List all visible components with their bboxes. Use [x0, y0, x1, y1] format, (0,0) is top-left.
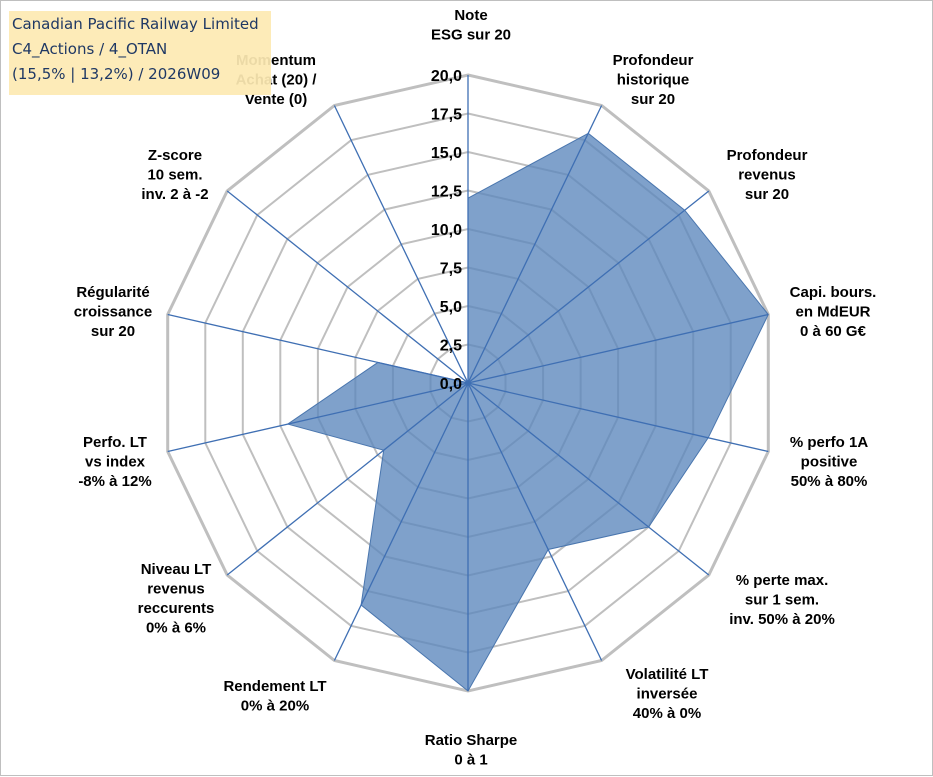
series-layer [286, 132, 769, 692]
category-label-line: revenus [738, 167, 796, 184]
category-label: % perfo 1A positive 50% à 80% [790, 434, 869, 490]
category-label-line: -8% à 12% [78, 473, 151, 490]
spoke-line [226, 382, 469, 576]
category-label-line: Rendement LT [223, 678, 326, 695]
category-label-line: 0% à 20% [241, 698, 309, 715]
category-label-line: Vente (0) [245, 91, 308, 108]
spoke-line [467, 382, 769, 453]
category-label-line: Perfo. LT [83, 434, 147, 451]
category-label-line: sur 20 [631, 91, 675, 108]
category-label-line: Note [454, 7, 487, 24]
category-labels: Note ESG sur 20 Profondeur historique sur 20… [74, 7, 877, 769]
category-label: Volatilité LT inversée 40% à 0% [626, 666, 709, 722]
category-label-line: inv. 50% à 20% [729, 611, 835, 628]
category-label-line: inv. 2 à -2 [141, 186, 208, 203]
category-label-line: Profondeur [613, 52, 694, 69]
category-label-line: croissance [74, 304, 152, 321]
category-label-line: inversée [637, 686, 698, 703]
category-label-line: Profondeur [727, 147, 808, 164]
tick-label: 5,0 [440, 299, 462, 316]
tick-label: 15,0 [431, 145, 462, 162]
category-label-line: sur 1 sem. [745, 592, 819, 609]
category-label-line: 40% à 0% [633, 705, 701, 722]
category-label-line: vs index [85, 454, 146, 471]
category-label-line: 0 à 1 [454, 752, 487, 769]
category-label-line: revenus [147, 581, 205, 598]
tick-label: 12,5 [431, 184, 462, 201]
spoke-line [467, 105, 603, 384]
category-label-line: 10 sem. [147, 167, 202, 184]
spoke-line [467, 382, 603, 661]
category-label-line: Volatilité LT [626, 666, 709, 683]
category-label-line: % perfo 1A [790, 434, 869, 451]
category-label: Niveau LT revenus reccurents 0% à 6% [138, 561, 215, 637]
tick-label: 0,0 [440, 376, 462, 393]
spoke-line [467, 382, 710, 576]
chart-subtitle-week: (15,5% | 13,2%) / 2026W09 [12, 65, 221, 83]
spoke-line [167, 382, 469, 453]
spoke-line [226, 190, 469, 384]
category-label-line: 50% à 80% [791, 473, 868, 490]
title-box [9, 11, 271, 95]
category-label: Ratio Sharpe 0 à 1 [425, 732, 518, 769]
category-label-line: positive [801, 454, 858, 471]
category-label: Régularité croissance sur 20 [74, 284, 152, 340]
category-label: Note ESG sur 20 [431, 7, 511, 44]
category-label-line: Z-score [148, 147, 202, 164]
category-label-line: ESG sur 20 [431, 27, 511, 44]
category-label-line: Capi. bours. [790, 284, 877, 301]
category-label: Profondeur revenus sur 20 [727, 147, 808, 203]
spoke-line [167, 313, 469, 384]
category-label-line: en MdEUR [796, 304, 871, 321]
chart-title: Canadian Pacific Railway Limited [12, 15, 259, 33]
spokes [167, 75, 769, 691]
category-label-line: sur 20 [745, 186, 789, 203]
tick-label: 20,0 [431, 68, 462, 85]
tick-label: 17,5 [431, 107, 462, 124]
category-label-line: historique [617, 72, 690, 89]
category-label: Profondeur historique sur 20 [613, 52, 694, 108]
category-label-line: reccurents [138, 600, 215, 617]
tick-label: 7,5 [440, 261, 462, 278]
category-label: Z-score 10 sem. inv. 2 à -2 [141, 147, 208, 203]
spoke-line [333, 382, 469, 661]
spoke-line [467, 190, 710, 384]
category-label: Perfo. LT vs index -8% à 12% [78, 434, 151, 490]
category-label-line: 0 à 60 G€ [800, 323, 867, 340]
category-label: Capi. bours. en MdEUR 0 à 60 G€ [790, 284, 877, 340]
series-area [286, 132, 769, 692]
category-label-line: Ratio Sharpe [425, 732, 518, 749]
tick-labels: 0,0 2,5 5,0 7,5 10,0 12,5 15,0 17,5 20,0 [431, 68, 462, 393]
category-label-line: sur 20 [91, 323, 135, 340]
tick-label: 10,0 [431, 222, 462, 239]
chart-subtitle-portfolio: C4_Actions / 4_OTAN [12, 40, 168, 58]
spoke-line [467, 313, 769, 384]
category-label: % perte max. sur 1 sem. inv. 50% à 20% [729, 572, 835, 628]
spoke-line [333, 105, 469, 384]
category-label-line: % perte max. [736, 572, 829, 589]
category-label-line: Régularité [76, 284, 149, 301]
tick-label: 2,5 [440, 338, 462, 355]
category-label: Rendement LT 0% à 20% [223, 678, 326, 715]
category-label-line: Niveau LT [141, 561, 212, 578]
category-label-line: 0% à 6% [146, 620, 206, 637]
